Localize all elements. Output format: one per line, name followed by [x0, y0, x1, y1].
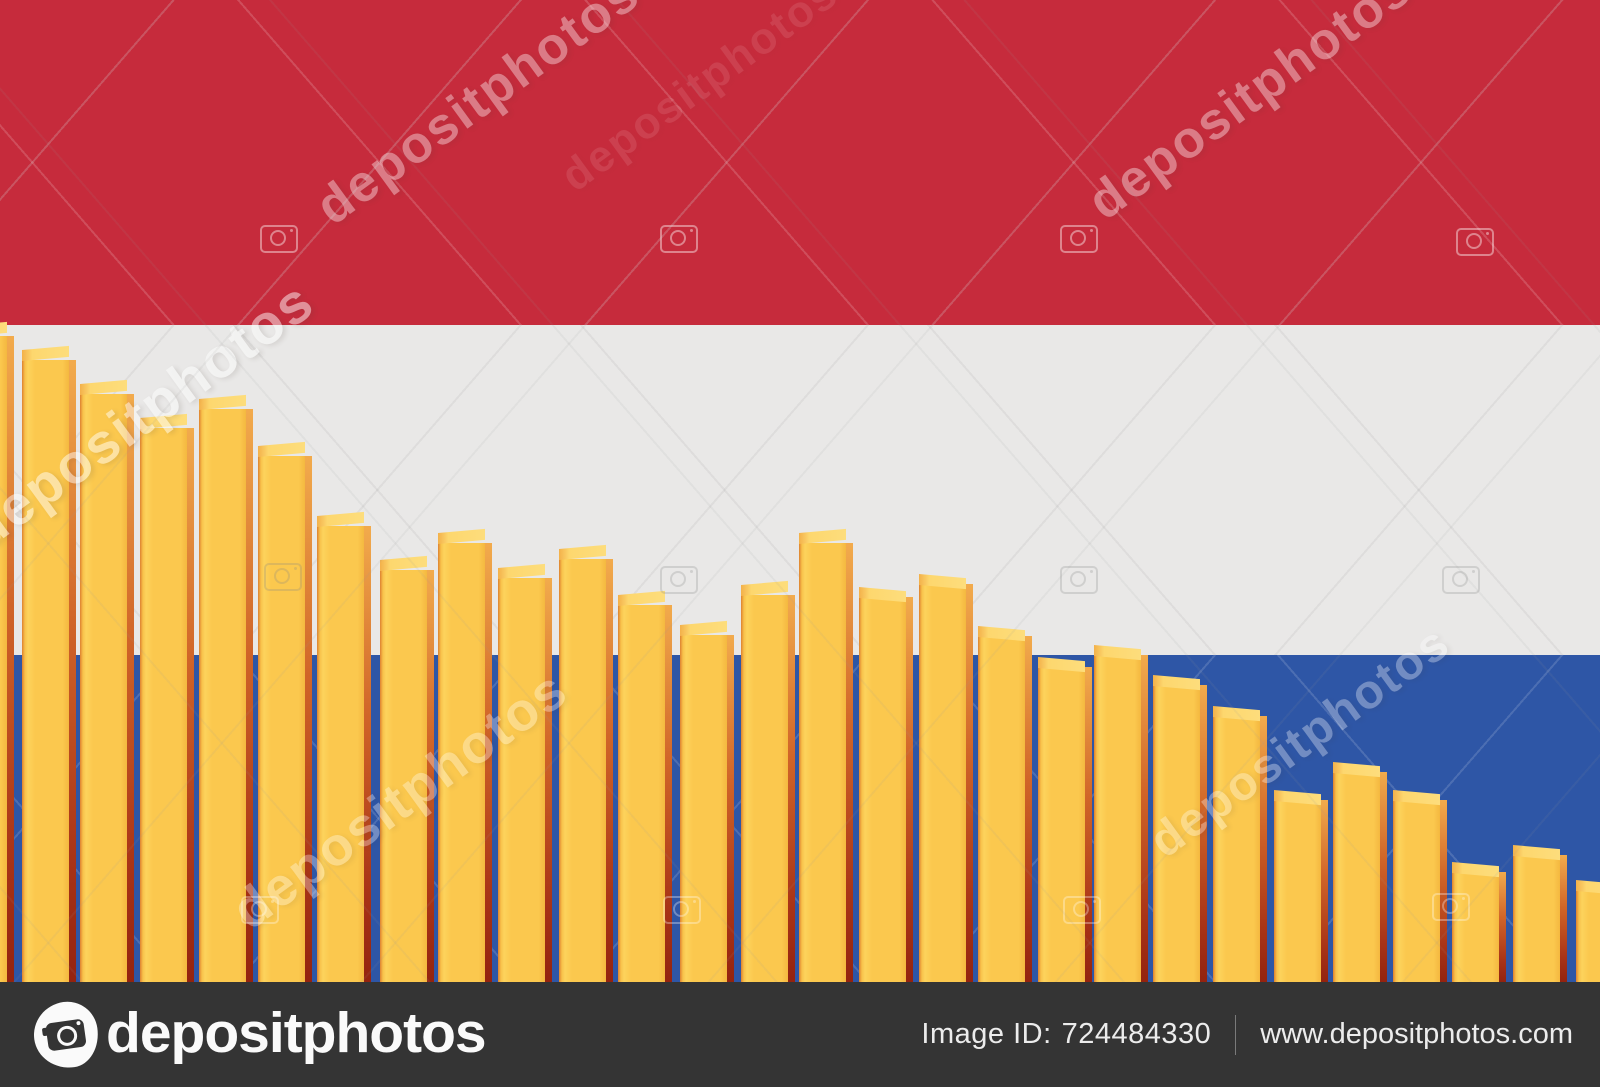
chart-bar: [22, 345, 76, 982]
chart-bar: [1038, 657, 1092, 982]
footer-divider: [1235, 1014, 1237, 1055]
image-id-value: 724484330: [1061, 1018, 1212, 1050]
chart-bar: [1094, 645, 1148, 982]
chart-bar: [0, 321, 14, 982]
chart-bar: [618, 590, 672, 982]
chart-bar: [438, 528, 492, 982]
chart-bar: [1153, 675, 1207, 982]
footer-attribution: Image ID: 724484330 www.depositphotos.co…: [921, 1014, 1573, 1055]
chart-bar: [1452, 862, 1506, 982]
chart-bar: [559, 544, 613, 982]
chart-bar: [317, 511, 371, 982]
chart-bar: [1393, 790, 1447, 982]
image-id-label: Image ID:: [921, 1018, 1052, 1050]
depositphotos-logo: depositphotos: [29, 997, 487, 1072]
chart-bar: [799, 528, 853, 982]
camera-logo-icon: [29, 997, 103, 1072]
chart-bar: [919, 574, 973, 982]
chart-bar: [859, 587, 913, 982]
chart-bar: [380, 555, 434, 982]
chart-bar: [978, 626, 1032, 982]
chart-bar: [741, 580, 795, 982]
chart-bar: [1274, 790, 1328, 982]
chart-bar: [1333, 762, 1387, 982]
chart-bar: [140, 413, 194, 982]
chart-bar: [1576, 880, 1600, 982]
chart-bar: [680, 620, 734, 982]
chart-bar: [1213, 706, 1267, 982]
footer-bar: depositphotos Image ID: 724484330 www.de…: [0, 982, 1600, 1087]
chart-bar: [1513, 845, 1567, 982]
chart-bar: [498, 563, 552, 982]
chart-bar: [258, 441, 312, 982]
logo-wordmark: depositphotos: [106, 1000, 487, 1065]
chart-bar: [199, 394, 253, 982]
chart-bar: [80, 379, 134, 982]
website-url: www.depositphotos.com: [1260, 1018, 1573, 1050]
